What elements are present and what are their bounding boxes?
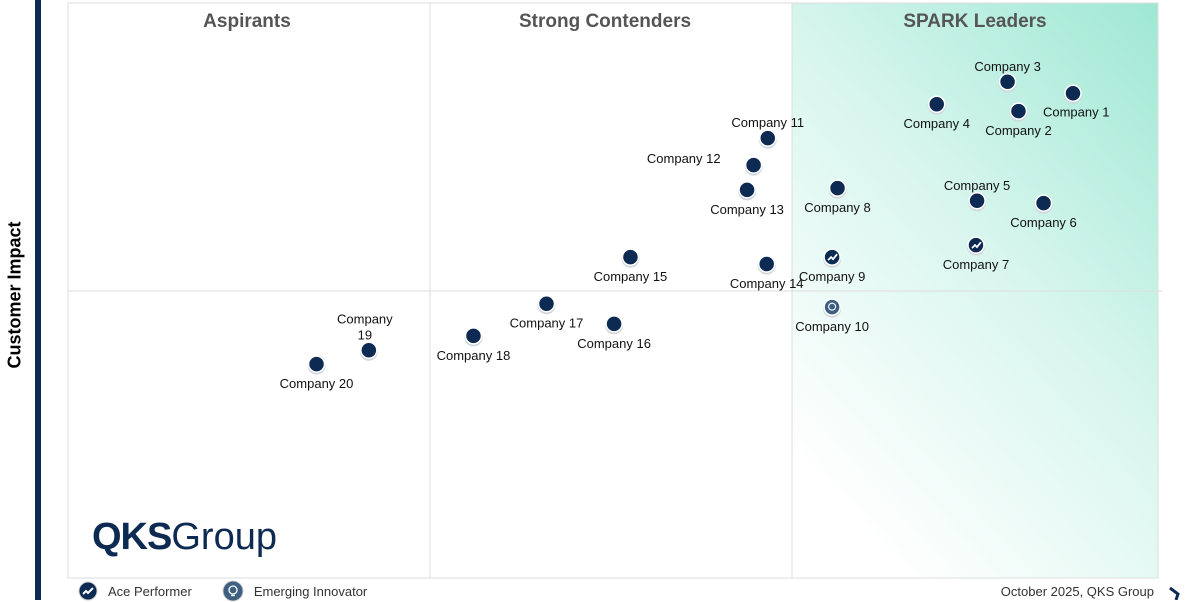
- point-marker[interactable]: [1034, 194, 1053, 212]
- point-label: Company 10: [795, 319, 869, 334]
- point-marker[interactable]: [307, 355, 326, 373]
- lightbulb-icon: [222, 580, 244, 602]
- x-axis-arrow-icon: [1169, 586, 1180, 600]
- data-point[interactable]: Company 9: [799, 248, 865, 284]
- data-point[interactable]: Company 6: [1010, 194, 1077, 230]
- data-point[interactable]: Company 3: [974, 59, 1041, 93]
- data-point[interactable]: Company 4: [903, 95, 970, 131]
- legend-ace-performer: Ace Performer: [78, 581, 192, 601]
- point-label: Company 2: [985, 123, 1051, 138]
- quadrant-strong-contenders: Strong Contenders: [519, 11, 691, 32]
- point-marker[interactable]: [823, 298, 841, 316]
- data-point[interactable]: Company 2: [985, 102, 1052, 138]
- point-marker[interactable]: [605, 315, 623, 333]
- point-marker[interactable]: [464, 327, 483, 345]
- point-label: Company 4: [903, 116, 969, 131]
- data-point[interactable]: Company 1: [1043, 84, 1109, 119]
- data-point[interactable]: Company 15: [594, 248, 668, 284]
- point-label: Company 15: [594, 269, 668, 284]
- trend-up-icon: [827, 253, 838, 261]
- left-accent-bar: [35, 0, 41, 600]
- point-label: Company 11: [731, 115, 804, 130]
- point-marker[interactable]: [537, 294, 556, 313]
- point-marker[interactable]: [360, 341, 378, 360]
- point-label: Company 18: [437, 348, 511, 363]
- point-label: Company 7: [943, 257, 1009, 272]
- point-marker[interactable]: [621, 248, 640, 266]
- point-label: Company 12: [647, 151, 721, 166]
- data-point[interactable]: Company 8: [804, 179, 871, 215]
- point-marker[interactable]: [744, 156, 763, 174]
- point-label: Company 16: [577, 336, 651, 351]
- point-marker[interactable]: [998, 73, 1017, 91]
- data-point[interactable]: Company 5: [944, 178, 1010, 212]
- data-point[interactable]: Company 19: [337, 311, 393, 361]
- data-point[interactable]: Company 13: [710, 181, 784, 217]
- point-label: Company 1: [1043, 104, 1109, 119]
- point-label: Company 13: [710, 202, 784, 217]
- trend-up-icon: [78, 581, 98, 601]
- point-label: Company 8: [804, 200, 870, 215]
- point-label: Company 3: [974, 59, 1040, 74]
- point-label: Company 19: [337, 311, 393, 342]
- data-point[interactable]: Company 17: [510, 294, 584, 331]
- point-label: Company 5: [944, 178, 1010, 193]
- trend-up-icon: [971, 241, 982, 249]
- data-point[interactable]: Company 20: [280, 355, 354, 391]
- data-point[interactable]: Company 16: [577, 315, 651, 351]
- data-point[interactable]: Company 11: [731, 115, 804, 149]
- point-label: Company 20: [280, 376, 354, 391]
- point-marker[interactable]: [927, 95, 946, 113]
- point-marker[interactable]: [1064, 84, 1082, 103]
- data-point[interactable]: Company 10: [795, 298, 869, 334]
- point-marker[interactable]: [828, 179, 847, 197]
- point-label: Company 9: [799, 269, 865, 284]
- point-marker[interactable]: [968, 192, 986, 210]
- lightbulb-icon: [828, 302, 837, 311]
- quadrant-spark-leaders: SPARK Leaders: [903, 11, 1046, 32]
- point-label: Company 6: [1010, 215, 1076, 230]
- point-marker[interactable]: [759, 129, 777, 147]
- qks-group-logo: QKSGroup: [92, 516, 277, 558]
- legend: Ace Performer Emerging Innovator: [78, 580, 397, 602]
- footer-date-source: October 2025, QKS Group: [1000, 584, 1154, 599]
- point-label: Company 14: [730, 276, 804, 291]
- legend-emerging-innovator: Emerging Innovator: [222, 580, 367, 602]
- quadrant-aspirants: Aspirants: [203, 11, 291, 32]
- data-point[interactable]: Company 18: [437, 327, 511, 363]
- point-label: Company 17: [510, 316, 584, 331]
- data-point[interactable]: Company 14: [730, 255, 804, 291]
- point-marker[interactable]: [1009, 102, 1028, 120]
- data-point[interactable]: Company 12: [647, 151, 763, 176]
- point-marker[interactable]: [738, 181, 756, 199]
- data-point[interactable]: Company 7: [943, 236, 1009, 272]
- point-marker[interactable]: [757, 255, 776, 273]
